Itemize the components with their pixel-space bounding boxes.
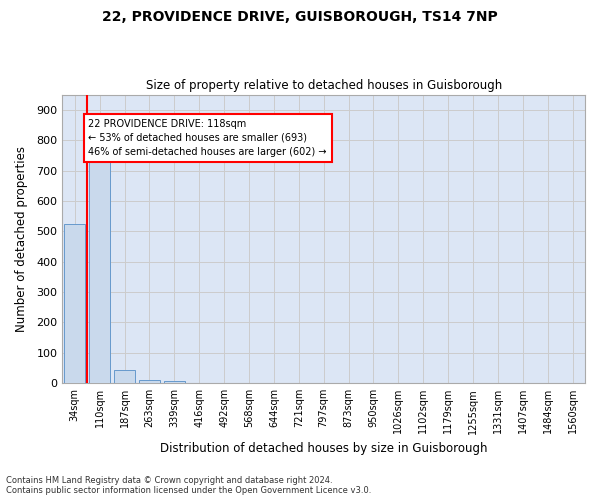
Bar bbox=[164, 381, 185, 383]
Bar bbox=[89, 162, 110, 383]
Bar bbox=[139, 380, 160, 383]
Text: 22 PROVIDENCE DRIVE: 118sqm
← 53% of detached houses are smaller (693)
46% of se: 22 PROVIDENCE DRIVE: 118sqm ← 53% of det… bbox=[88, 119, 327, 157]
Bar bbox=[64, 224, 85, 383]
Y-axis label: Number of detached properties: Number of detached properties bbox=[15, 146, 28, 332]
Text: Contains HM Land Registry data © Crown copyright and database right 2024.
Contai: Contains HM Land Registry data © Crown c… bbox=[6, 476, 371, 495]
X-axis label: Distribution of detached houses by size in Guisborough: Distribution of detached houses by size … bbox=[160, 442, 487, 455]
Title: Size of property relative to detached houses in Guisborough: Size of property relative to detached ho… bbox=[146, 79, 502, 92]
Bar bbox=[114, 370, 135, 383]
Text: 22, PROVIDENCE DRIVE, GUISBOROUGH, TS14 7NP: 22, PROVIDENCE DRIVE, GUISBOROUGH, TS14 … bbox=[102, 10, 498, 24]
